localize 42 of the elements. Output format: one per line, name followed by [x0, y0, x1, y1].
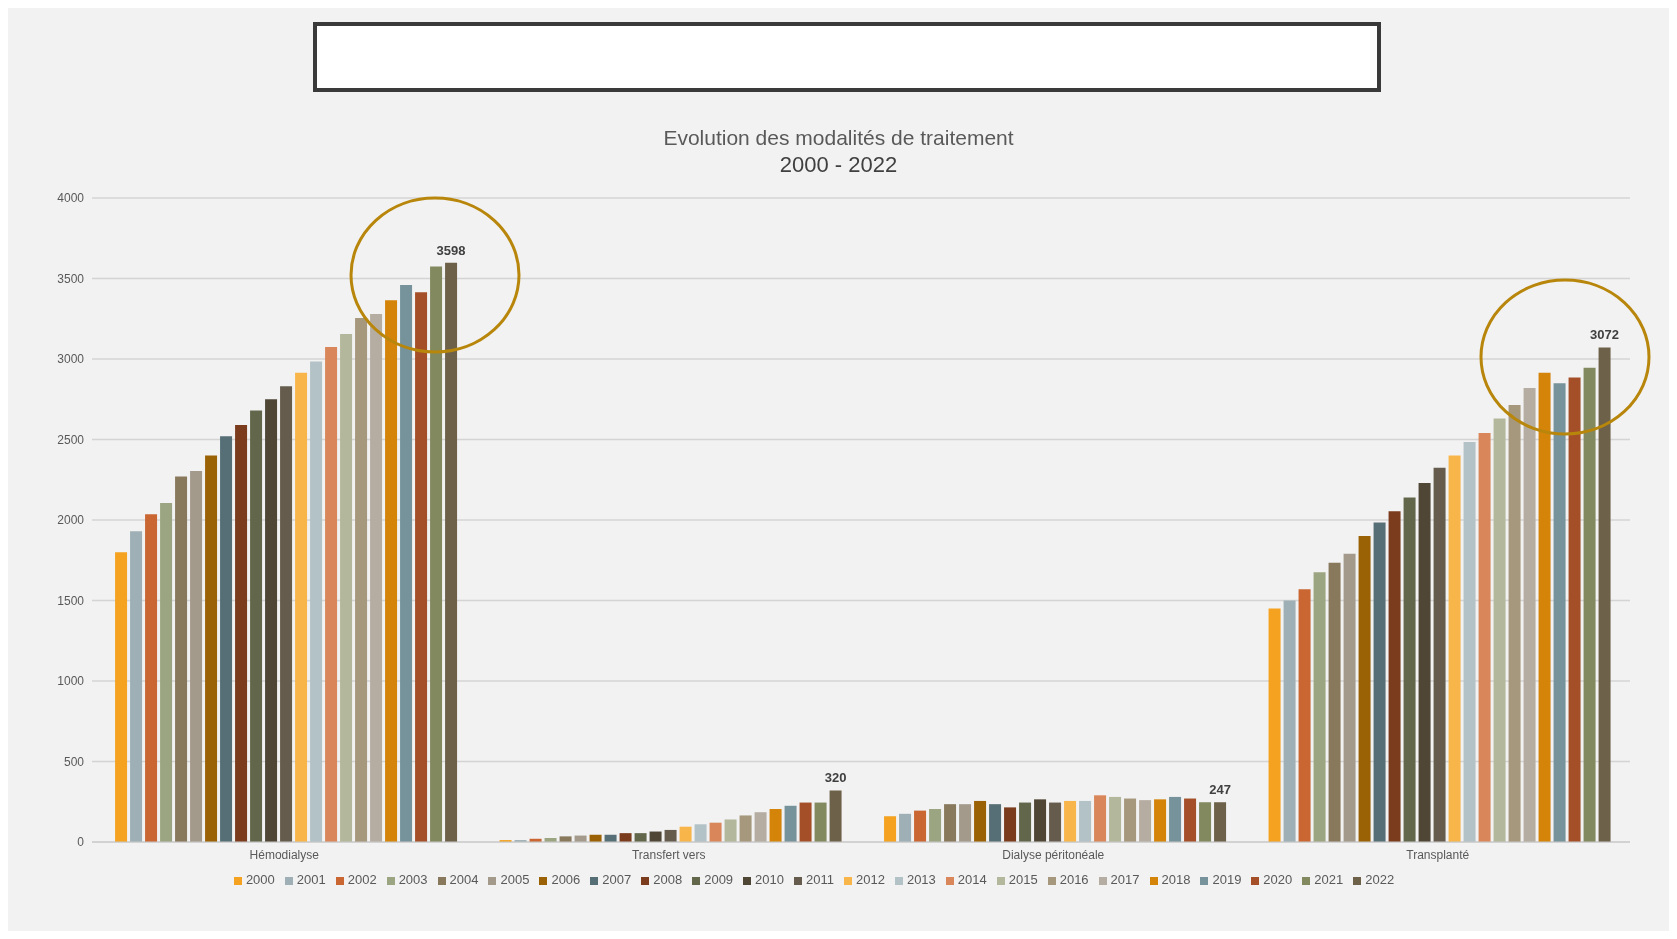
legend-label: 2010: [755, 872, 785, 887]
legend-label: 2016: [1059, 872, 1089, 887]
legend-label: 2005: [500, 872, 530, 887]
legend-label: 2003: [398, 872, 428, 887]
legend-label: 2021: [1314, 872, 1344, 887]
y-tick-label: 3500: [57, 271, 85, 286]
y-tick-label: 2000: [57, 513, 85, 528]
legend-label: 2000: [245, 872, 275, 887]
legend-label: 2017: [1110, 872, 1140, 887]
data-label: 3072: [1590, 327, 1620, 343]
x-tick-label: Dialyse péritonéale: [1002, 847, 1105, 862]
y-tick-label: 4000: [57, 191, 85, 206]
legend-label: 2015: [1008, 872, 1038, 887]
chart-subtitle: 2000 - 2022: [778, 152, 899, 178]
legend-label: 2002: [347, 872, 377, 887]
legend-label: 2014: [957, 872, 987, 887]
chart-title: Evolution des modalités de traitement: [662, 126, 1015, 150]
legend-label: 2001: [296, 872, 326, 887]
x-tick-label: Transplanté: [1406, 847, 1470, 862]
legend-label: 2013: [906, 872, 936, 887]
legend-label: 2007: [602, 872, 632, 887]
y-tick-label: 2500: [57, 432, 85, 447]
legend-label: 2018: [1161, 872, 1191, 887]
x-tick-label: Transfert vers: [631, 847, 706, 862]
legend-label: 2009: [704, 872, 734, 887]
legend-label: 2019: [1212, 872, 1242, 887]
legend-label: 2006: [551, 872, 581, 887]
legend-label: 2011: [806, 872, 834, 887]
legend-label: 2008: [653, 872, 683, 887]
legend-label: 2004: [449, 872, 479, 887]
y-tick-label: 0: [77, 835, 85, 850]
data-label: 320: [824, 770, 847, 786]
data-label: 247: [1209, 782, 1231, 798]
legend-label: 2020: [1263, 872, 1293, 887]
y-tick-label: 1000: [57, 674, 85, 689]
y-tick-label: 500: [63, 754, 85, 769]
y-tick-label: 3000: [57, 352, 85, 367]
y-tick-label: 1500: [57, 593, 85, 608]
x-tick-label: Hémodialyse: [249, 847, 320, 862]
data-label: 3598: [436, 242, 466, 258]
legend-label: 2012: [855, 872, 885, 887]
legend-label: 2022: [1365, 872, 1395, 887]
